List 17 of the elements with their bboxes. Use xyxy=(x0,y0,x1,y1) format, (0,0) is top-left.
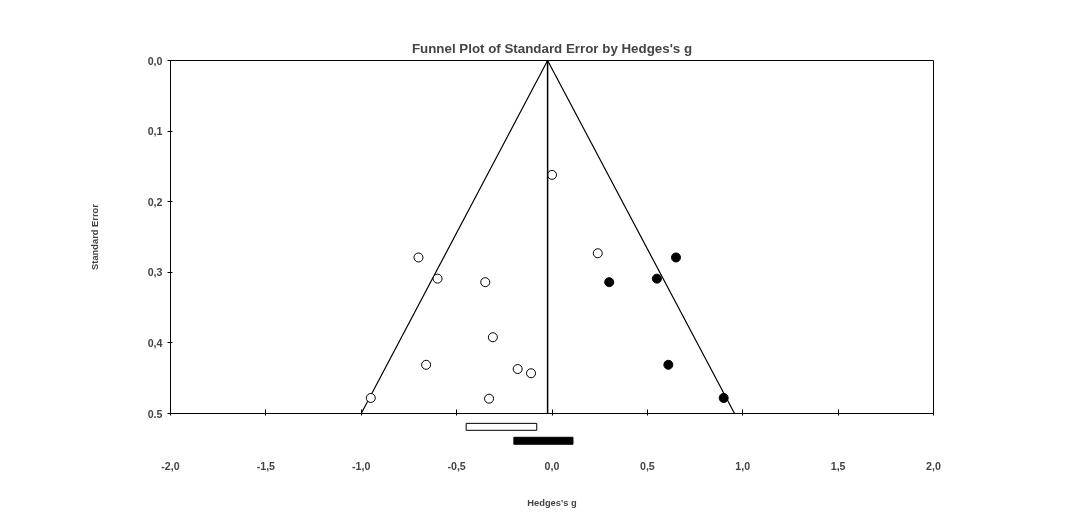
x-tick-label: 0,0 xyxy=(544,459,560,472)
x-tick-label: 2,0 xyxy=(926,459,941,472)
chart-title: Funnel Plot of Standard Error by Hedges's g xyxy=(411,40,693,56)
x-tick-label: 1,5 xyxy=(830,459,846,472)
x-tick-label: -1,5 xyxy=(256,459,276,472)
y-tick-label: 0,0 xyxy=(147,54,163,67)
x-tick-label: 0,5 xyxy=(639,459,655,472)
x-tick-label: 1,0 xyxy=(735,459,751,472)
x-tick-label: -1,0 xyxy=(352,459,371,472)
x-tick-label: -0,5 xyxy=(447,459,466,472)
y-axis-title: Standard Error xyxy=(89,203,100,270)
y-tick-label: 0,3 xyxy=(147,266,163,279)
y-tick-label: 0,4 xyxy=(147,336,163,349)
x-tick-label: -2,0 xyxy=(161,459,180,472)
y-tick-label: 0,2 xyxy=(147,195,163,208)
x-axis-title: Hedges's g xyxy=(527,497,577,508)
y-tick-label: 0,1 xyxy=(147,125,163,138)
